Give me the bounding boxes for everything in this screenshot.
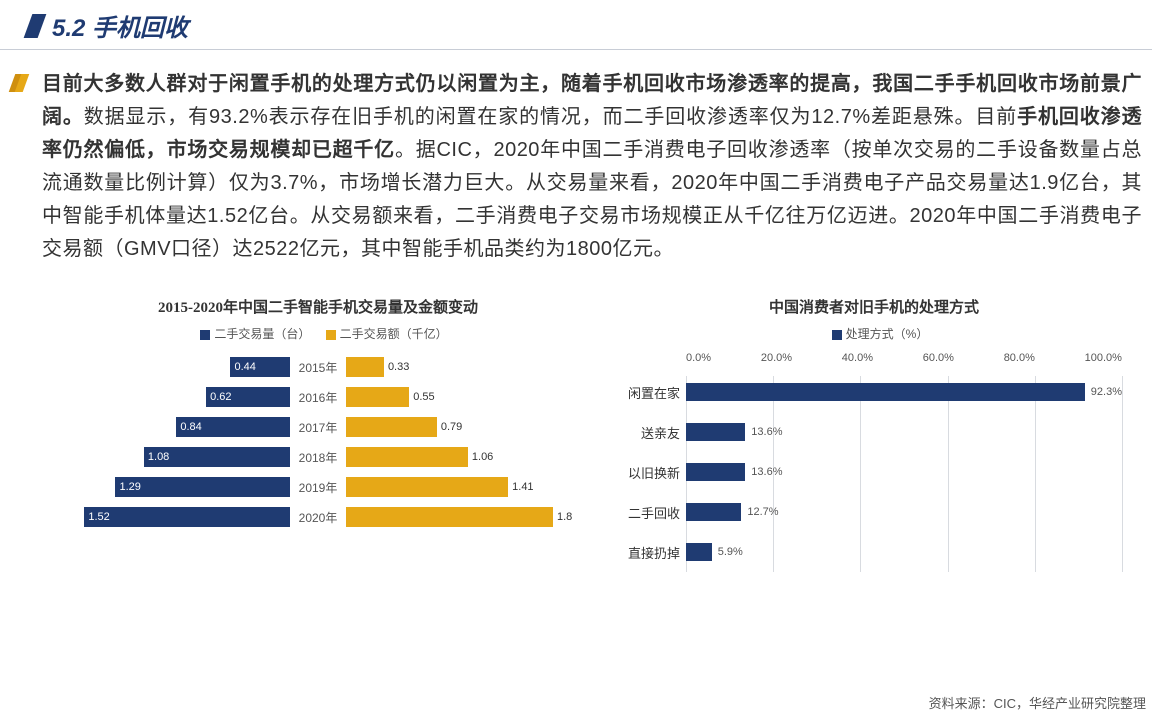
- hbar-chart: 0.0%20.0%40.0%60.0%80.0%100.0% 闲置在家92.3%…: [616, 352, 1132, 572]
- butterfly-row: 0.622016年0.55: [60, 382, 576, 412]
- axis-tick: 100.0%: [1085, 352, 1122, 364]
- chart-left-legend: 二手交易量（台） 二手交易额（千亿）: [60, 325, 576, 342]
- paragraph-mid1: 数据显示，有93.2%表示存在旧手机的闲置在家的情况，而二手回收渗透率仅为12.…: [84, 106, 1017, 128]
- hbar-category: 以旧换新: [616, 463, 680, 482]
- legend-swatch-2: [326, 330, 336, 340]
- hbar-category: 直接扔掉: [616, 543, 680, 562]
- hbar-axis: 0.0% 20.0% 40.0% 60.0% 80.0% 100.0%: [686, 352, 1122, 364]
- hbar-value: 13.6%: [751, 426, 782, 438]
- hbar-bar: [686, 543, 712, 561]
- section-title: 5.2 手机回收: [52, 8, 188, 43]
- chart-left-title: 2015-2020年中国二手智能手机交易量及金额变动: [60, 296, 576, 317]
- legend-label-r: 处理方式（%）: [846, 327, 929, 341]
- hbar-category: 二手回收: [616, 503, 680, 522]
- axis-tick: 20.0%: [761, 352, 792, 364]
- paragraph-text: 目前大多数人群对于闲置手机的处理方式仍以闲置为主，随着手机回收市场渗透率的提高，…: [42, 68, 1142, 266]
- header-accent-icon: [24, 14, 47, 38]
- legend-swatch-r: [832, 330, 842, 340]
- paragraph-block: 目前大多数人群对于闲置手机的处理方式仍以闲置为主，随着手机回收市场渗透率的提高，…: [0, 68, 1142, 266]
- axis-tick: 0.0%: [686, 352, 711, 364]
- source-text: 资料来源：CIC，华经产业研究院整理: [929, 693, 1146, 712]
- hbar-row: 闲置在家92.3%: [686, 372, 1122, 412]
- section-header: 5.2 手机回收: [0, 0, 1152, 50]
- hbar-value: 5.9%: [718, 546, 743, 558]
- hbar-bar: [686, 463, 745, 481]
- chart-right-title: 中国消费者对旧手机的处理方式: [616, 296, 1132, 317]
- paragraph-marker-icon: [12, 74, 34, 97]
- butterfly-row: 1.292019年1.41: [60, 472, 576, 502]
- chart-right: 中国消费者对旧手机的处理方式 处理方式（%） 0.0% 20.0% 40.0% 60.…: [616, 296, 1132, 572]
- butterfly-chart: 0.442015年0.330.622016年0.550.842017年0.791…: [60, 352, 576, 532]
- hbar-row: 二手回收12.7%: [686, 492, 1122, 532]
- axis-tick: 80.0%: [1004, 352, 1035, 364]
- hbar-category: 送亲友: [616, 423, 680, 442]
- axis-tick: 60.0%: [923, 352, 954, 364]
- charts-row: 2015-2020年中国二手智能手机交易量及金额变动 二手交易量（台） 二手交易…: [0, 296, 1142, 572]
- butterfly-row: 0.442015年0.33: [60, 352, 576, 382]
- butterfly-row: 1.522020年1.8: [60, 502, 576, 532]
- content-body: 目前大多数人群对于闲置手机的处理方式仍以闲置为主，随着手机回收市场渗透率的提高，…: [0, 50, 1152, 572]
- hbar-value: 92.3%: [1091, 386, 1122, 398]
- hbar-category: 闲置在家: [616, 383, 680, 402]
- hbar-body: 闲置在家92.3%送亲友13.6%以旧换新13.6%二手回收12.7%直接扔掉5…: [686, 372, 1122, 572]
- hbar-bar: [686, 383, 1085, 401]
- butterfly-row: 0.842017年0.79: [60, 412, 576, 442]
- chart-right-legend: 处理方式（%）: [616, 325, 1132, 342]
- hbar-value: 13.6%: [751, 466, 782, 478]
- axis-tick: 40.0%: [842, 352, 873, 364]
- hbar-row: 以旧换新13.6%: [686, 452, 1122, 492]
- legend-label-1: 二手交易量（台）: [214, 327, 310, 341]
- hbar-bar: [686, 423, 745, 441]
- hbar-value: 12.7%: [747, 506, 778, 518]
- hbar-row: 直接扔掉5.9%: [686, 532, 1122, 572]
- hbar-bar: [686, 503, 741, 521]
- legend-label-2: 二手交易额（千亿）: [340, 327, 448, 341]
- legend-swatch-1: [200, 330, 210, 340]
- butterfly-row: 1.082018年1.06: [60, 442, 576, 472]
- chart-left: 2015-2020年中国二手智能手机交易量及金额变动 二手交易量（台） 二手交易…: [60, 296, 576, 572]
- hbar-row: 送亲友13.6%: [686, 412, 1122, 452]
